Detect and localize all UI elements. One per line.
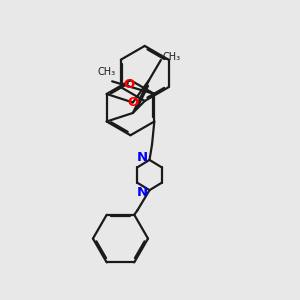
Text: N: N [136, 151, 148, 164]
Text: N: N [136, 186, 148, 199]
Text: O: O [127, 96, 139, 109]
Text: CH₃: CH₃ [97, 67, 116, 77]
Text: O: O [124, 78, 135, 91]
Text: CH₃: CH₃ [163, 52, 181, 61]
